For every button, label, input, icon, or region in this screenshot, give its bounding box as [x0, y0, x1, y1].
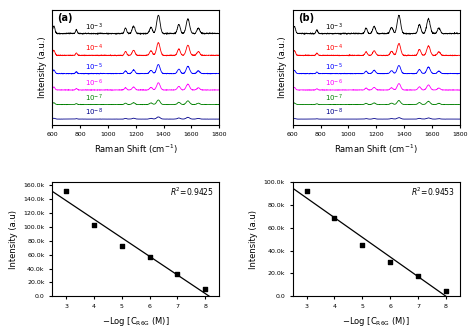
Point: [442, 288, 450, 293]
X-axis label: Raman Shift (cm$^{-1}$): Raman Shift (cm$^{-1}$): [335, 143, 418, 156]
Point: [303, 188, 310, 194]
Text: $10^{-5}$: $10^{-5}$: [326, 61, 343, 73]
Text: $10^{-7}$: $10^{-7}$: [326, 92, 343, 104]
Text: $R^2$=0.9453: $R^2$=0.9453: [410, 185, 455, 198]
Text: $R^2$=0.9425: $R^2$=0.9425: [170, 185, 214, 198]
X-axis label: Raman Shift (cm$^{-1}$): Raman Shift (cm$^{-1}$): [94, 143, 177, 156]
Text: $10^{-4}$: $10^{-4}$: [85, 43, 103, 54]
Point: [118, 244, 126, 249]
Point: [62, 188, 70, 193]
Point: [331, 216, 338, 221]
Point: [201, 287, 209, 292]
Text: $10^{-6}$: $10^{-6}$: [85, 78, 103, 89]
Text: $10^{-8}$: $10^{-8}$: [85, 107, 103, 118]
Point: [90, 222, 98, 227]
Text: $10^{-5}$: $10^{-5}$: [85, 61, 103, 73]
Text: (b): (b): [298, 13, 314, 23]
Point: [386, 259, 394, 265]
Point: [358, 242, 366, 247]
Text: $10^{-7}$: $10^{-7}$: [85, 92, 102, 104]
Text: $10^{-3}$: $10^{-3}$: [85, 21, 103, 33]
Y-axis label: Intensity (a.u.): Intensity (a.u.): [278, 36, 287, 98]
Y-axis label: Intensity (a.u): Intensity (a.u): [9, 209, 18, 269]
Text: $10^{-3}$: $10^{-3}$: [326, 21, 343, 33]
Point: [414, 273, 422, 278]
X-axis label: $-$Log [$\mathregular{C_{R6G}}$ (M)]: $-$Log [$\mathregular{C_{R6G}}$ (M)]: [102, 315, 169, 328]
Y-axis label: Intensity (a.u.): Intensity (a.u.): [37, 36, 46, 98]
Text: $10^{-6}$: $10^{-6}$: [326, 78, 343, 89]
Y-axis label: Intensity (a.u): Intensity (a.u): [249, 209, 258, 269]
Text: $10^{-8}$: $10^{-8}$: [326, 107, 343, 118]
Text: (a): (a): [57, 13, 73, 23]
Point: [146, 254, 154, 259]
Point: [173, 271, 181, 277]
X-axis label: $-$Log [$\mathregular{C_{R6G}}$ (M)]: $-$Log [$\mathregular{C_{R6G}}$ (M)]: [343, 315, 410, 328]
Text: $10^{-4}$: $10^{-4}$: [326, 43, 343, 55]
